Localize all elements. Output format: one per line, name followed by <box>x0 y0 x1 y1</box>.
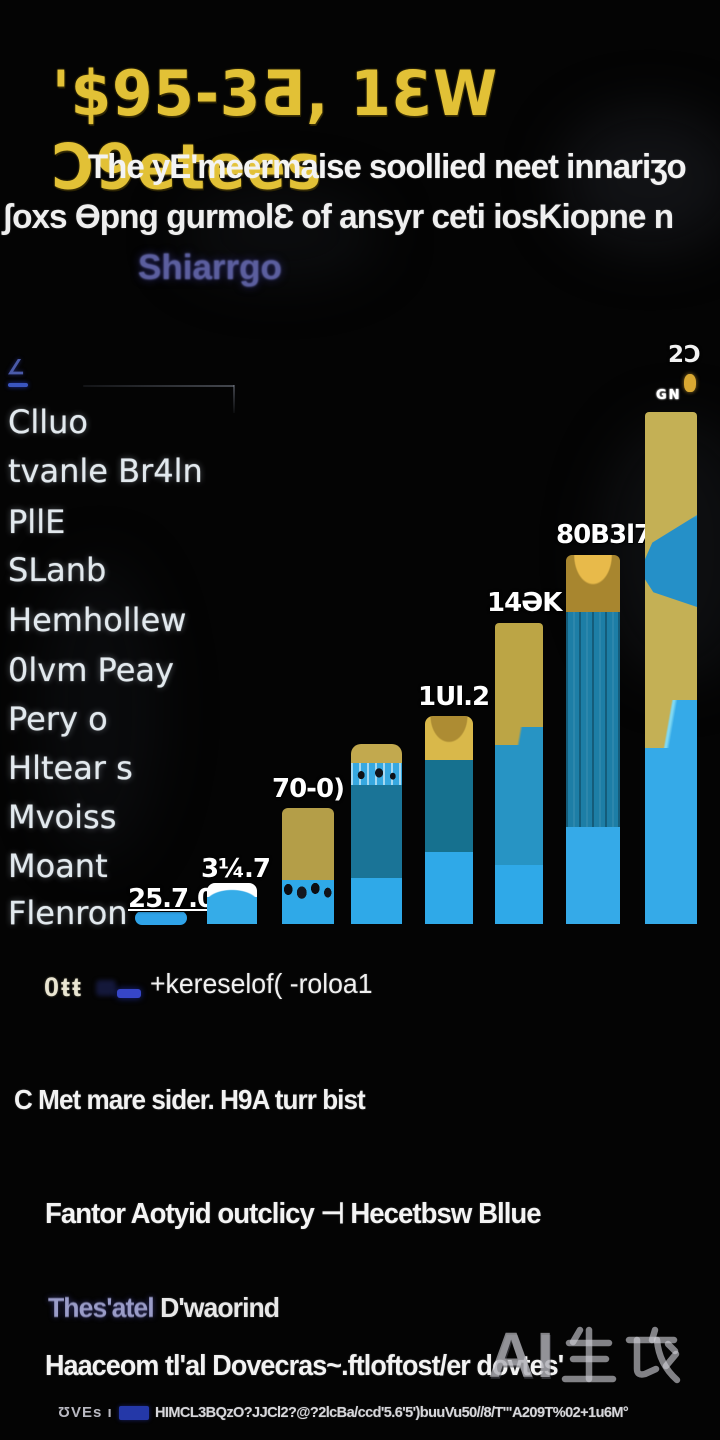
bar-6-segment-4 <box>495 865 543 924</box>
page-title: '$95-3Ƌ, 1ƐW Ɔ9etees <box>52 56 499 204</box>
category-label-11: Flenron <box>8 894 128 932</box>
legend-label-1: 0ŧŧ <box>44 972 83 1002</box>
section-text-3-tinted: Thes'atel <box>48 1292 161 1323</box>
category-label-5: Hemhollew <box>8 601 187 639</box>
subtitle-line-1: The yE'meermaise soollied neet innariʒo <box>88 148 687 186</box>
bar-4-segment-4 <box>351 878 402 924</box>
legend-swatch-icon <box>117 989 141 998</box>
category-label-4: SLanb <box>8 551 107 589</box>
footer-swatch-icon <box>118 1405 149 1420</box>
bar-8-gold-knob-icon <box>684 374 696 392</box>
section-text-2: Fantor Aotyid outclicy ⊣ Hecetbsw Bllue <box>45 1198 542 1230</box>
watermark-cjk-sheng-icon <box>561 1326 617 1383</box>
category-label-6: 0lvm Peay <box>8 651 174 689</box>
category-label-3: PllE <box>8 503 66 541</box>
category-label-7: Pery o <box>8 700 108 738</box>
bar-3-segment-2 <box>282 880 334 901</box>
bar-5-value-label: 1Ul.2 <box>418 682 490 712</box>
watermark-ai-text: AI <box>488 1319 556 1391</box>
bar-2-segment-2 <box>207 897 257 924</box>
watermark-cjk-cheng-icon <box>625 1326 681 1384</box>
category-label-9: Mvoiss <box>8 798 117 836</box>
background-smudge <box>560 110 720 250</box>
bar-2-segment-1 <box>207 883 257 897</box>
bar-8-segment-1 <box>645 412 697 515</box>
bar-7-segment-2 <box>566 612 620 827</box>
section-text-4: Haaceom tl'al Dovecras~.ftloftost/er dov… <box>45 1350 564 1382</box>
footer-text: HIMCL3BQzO?JJCl2?@?2lcBa/ccd'5.6'5')buuV… <box>154 1404 629 1421</box>
bar-8-segment-3 <box>645 607 697 700</box>
bar-6-segment-3 <box>495 745 543 865</box>
footer-prefix: ƱVEs ı <box>58 1404 113 1421</box>
bar-8-segment-5 <box>645 748 697 924</box>
bar-3-segment-3 <box>282 901 334 924</box>
bar-1-value-label: 25.7.0 <box>128 884 215 914</box>
bar-4-segment-1 <box>351 744 402 763</box>
legend-label-2: +kereselof( -roloa1 <box>150 968 373 999</box>
axis-tick-dash <box>8 383 28 387</box>
bar-8-segment-4 <box>645 700 697 748</box>
category-label-10: Moant <box>8 847 108 885</box>
bar-7-segment-1 <box>566 555 620 612</box>
bar-3-value-label: 70-0) <box>272 774 345 804</box>
section-text-1: C Met mare sider. H9A turr bist <box>14 1084 366 1115</box>
bar-7-segment-3 <box>566 827 620 924</box>
bar-8-top-label: 2Ɔ <box>668 342 701 368</box>
section-text-3: Thes'atel D'waorind <box>48 1292 280 1324</box>
footer-line: ƱVEs ı HIMCL3BQzO?JJCl2?@?2lcBa/ccd'5.6'… <box>58 1404 643 1421</box>
subtitle-line-2: ʃoxs Ɵpng gurmolƐ of ansyr ceti iosKiopn… <box>2 198 674 236</box>
bar-2-value-label: 3¼.7 <box>201 854 271 884</box>
section-text-3-plain: D'waorind <box>160 1292 280 1323</box>
category-label-2: tvanle Br4ln <box>8 452 203 490</box>
bar-1-segment-1 <box>135 911 187 925</box>
bar-8-inner-label: GN <box>656 388 682 403</box>
axis-corner-glyph: ∠ <box>7 357 25 379</box>
legend-smudge-glyph <box>96 980 116 996</box>
bar-6-value-label: 14ƏK <box>487 588 562 618</box>
bar-5-segment-1 <box>425 716 473 760</box>
bar-6-segment-2 <box>495 727 543 745</box>
bar-5-segment-2 <box>425 760 473 852</box>
category-label-8: Hltear s <box>8 749 133 787</box>
category-label-1: Clluo <box>8 403 88 441</box>
bar-6-segment-1 <box>495 623 543 727</box>
bar-4-segment-3 <box>351 785 402 878</box>
plot-frame-corner-line <box>233 385 235 413</box>
bar-5-segment-3 <box>425 852 473 924</box>
byline: Shiarrgo <box>138 248 282 287</box>
background-smudge <box>40 560 160 860</box>
watermark: AI <box>488 1318 684 1392</box>
bar-4-segment-2 <box>351 763 402 785</box>
background-smudge <box>180 190 380 280</box>
plot-frame-top-line <box>83 385 234 387</box>
bar-3-segment-1 <box>282 808 334 880</box>
bar-7-value-label: 80B3l7 <box>556 520 652 550</box>
